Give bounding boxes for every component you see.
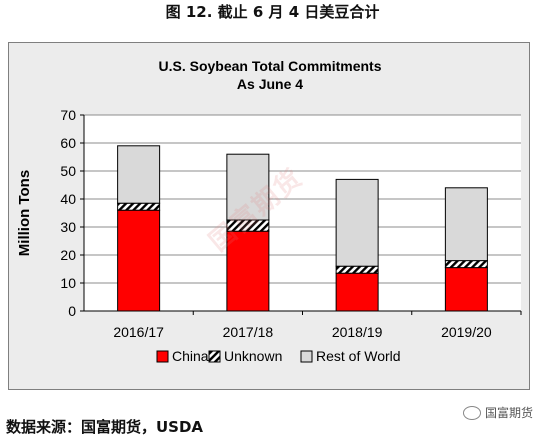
y-tick-label: 70 — [60, 107, 76, 123]
bar-segment-china — [444, 267, 488, 312]
chart-title-line1: U.S. Soybean Total Commitments — [158, 58, 382, 74]
y-tick-label: 40 — [60, 191, 76, 207]
wechat-icon — [462, 405, 481, 420]
bar-segment-rest-of-world — [226, 153, 270, 221]
y-tick-label: 10 — [60, 275, 76, 291]
bar-segment-unknown — [117, 202, 161, 211]
x-tick-label: 2019/20 — [441, 324, 492, 340]
legend-china-swatch — [156, 350, 169, 363]
corner-brand-label: 国富期货 — [484, 406, 533, 420]
legend-unknown-label: Unknown — [224, 348, 282, 364]
y-tick-label: 0 — [68, 303, 76, 319]
corner-brand: 国富期货 — [462, 404, 533, 421]
source-note: 数据来源：国富期货，USDA — [6, 418, 204, 436]
figure-title: 图 12. 截止 6 月 4 日美豆合计 — [165, 3, 380, 21]
bar-chart: 0 10 20 30 40 50 60 70 Million Tons 2016/17 2017/1… — [16, 107, 522, 364]
bar-segment-unknown — [444, 260, 488, 269]
legend-rest-of-world-swatch — [300, 350, 313, 363]
bar-segment-rest-of-world — [444, 187, 488, 262]
x-tick-label: 2016/17 — [113, 324, 164, 340]
x-tick-label: 2017/18 — [223, 324, 274, 340]
bar-segment-rest-of-world — [335, 178, 379, 267]
x-tick-label: 2018/19 — [332, 324, 383, 340]
bar-segment-rest-of-world — [117, 145, 161, 204]
y-axis-title: Million Tons — [16, 170, 33, 256]
chart-title-line2: As June 4 — [236, 76, 304, 92]
bar-segment-unknown — [335, 265, 379, 274]
legend-china-label: China — [172, 348, 209, 364]
y-tick-label: 50 — [60, 163, 76, 179]
bar-segment-china — [226, 230, 270, 312]
legend-rest-of-world-label: Rest of World — [316, 348, 401, 364]
chart-panel: U.S. Soybean Total Commitments As June 4… — [8, 42, 530, 390]
y-tick-label: 60 — [60, 135, 76, 151]
y-tick-label: 30 — [60, 219, 76, 235]
y-tick-label: 20 — [60, 247, 76, 263]
legend-unknown-swatch — [208, 350, 221, 363]
bar-segment-china — [117, 209, 161, 312]
chart-title: U.S. Soybean Total Commitments As June 4 — [9, 57, 531, 93]
bar-segment-china — [335, 272, 379, 312]
